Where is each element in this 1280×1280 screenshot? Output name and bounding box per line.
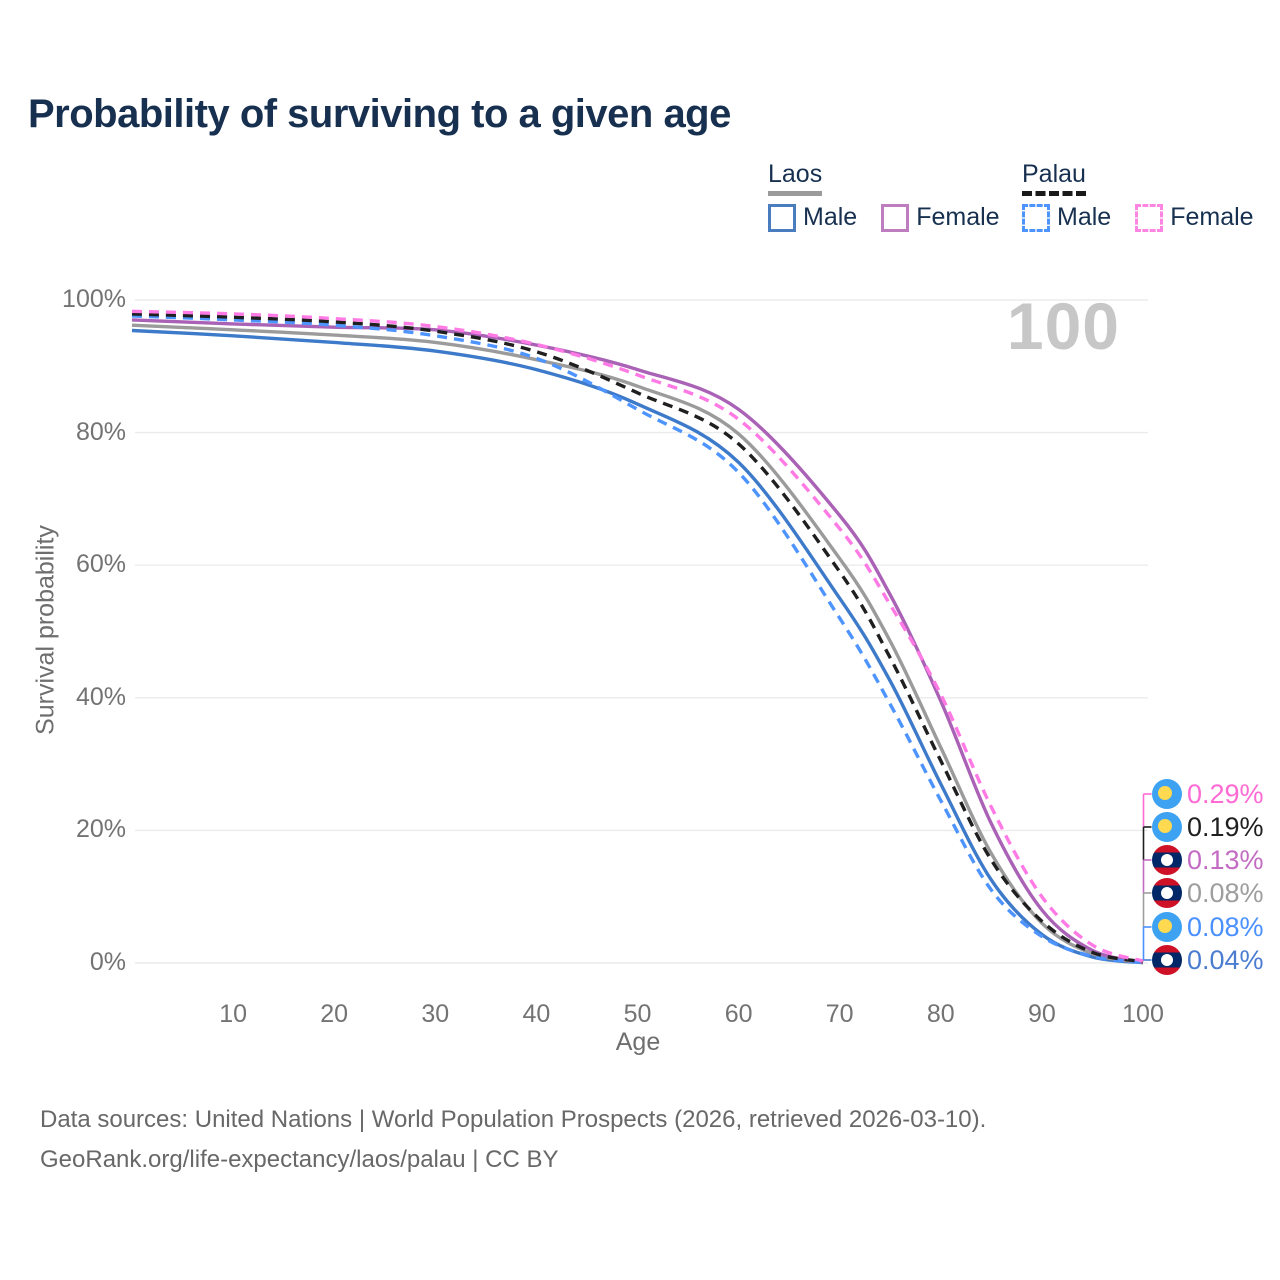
age-indicator-watermark: 100 xyxy=(1006,289,1120,363)
legend-item-palau-female[interactable]: Female xyxy=(1135,203,1254,232)
series-line-palau-female xyxy=(131,309,1144,963)
end-value-label: 0.04% xyxy=(1187,944,1264,975)
y-tick-label: 40% xyxy=(75,682,126,711)
series-end-label: 0.08% xyxy=(1152,910,1264,944)
x-axis-title: Age xyxy=(615,1028,661,1056)
data-sources-text: Data sources: United Nations | World Pop… xyxy=(40,1106,987,1133)
attribution-link-text[interactable]: GeoRank.org/life-expectancy/laos/palau |… xyxy=(40,1146,559,1173)
series-end-label: 0.13% xyxy=(1152,843,1264,877)
page-title: Probability of surviving to a given age xyxy=(28,92,731,136)
laos-male-swatch-icon xyxy=(768,203,796,232)
y-axis-title: Survival probability xyxy=(31,525,60,735)
legend-item-label: Female xyxy=(916,203,1000,231)
series-line-laos xyxy=(131,323,1144,965)
x-tick-label: 40 xyxy=(522,1000,551,1028)
y-tick-label: 20% xyxy=(75,815,126,844)
series-end-label: 0.29% xyxy=(1152,777,1264,811)
x-tick-label: 50 xyxy=(623,1000,652,1028)
palau-male-swatch-icon xyxy=(1022,203,1050,232)
x-tick-label: 30 xyxy=(421,1000,450,1028)
legend-item-laos-male[interactable]: Male xyxy=(768,203,857,232)
laos-flag-icon xyxy=(1152,878,1182,908)
end-value-label: 0.08% xyxy=(1187,877,1264,908)
x-tick-label: 20 xyxy=(320,1000,349,1028)
laos-female-swatch-icon xyxy=(881,203,910,232)
legend-item-label: Female xyxy=(1170,203,1254,231)
series-end-label: 0.08% xyxy=(1152,876,1264,910)
laos-flag-icon xyxy=(1152,845,1182,875)
end-value-label: 0.13% xyxy=(1187,844,1264,875)
legend-item-palau-male[interactable]: Male xyxy=(1022,203,1111,232)
y-tick-label: 60% xyxy=(75,550,126,579)
series-end-label: 0.19% xyxy=(1152,810,1264,844)
legend-group-palau-label: Palau xyxy=(1022,160,1086,188)
x-tick-label: 80 xyxy=(926,1000,955,1028)
x-tick-label: 10 xyxy=(219,1000,247,1028)
series-line-palau xyxy=(131,312,1144,964)
palau-flag-icon xyxy=(1152,779,1182,809)
palau-female-swatch-icon xyxy=(1135,203,1164,232)
legend-item-label: Male xyxy=(803,203,858,231)
x-tick-label: 60 xyxy=(724,1000,753,1028)
legend-group-laos-label: Laos xyxy=(768,160,823,188)
x-tick-label: 100 xyxy=(1122,1000,1164,1028)
legend-item-laos-female[interactable]: Female xyxy=(881,203,1000,232)
end-value-label: 0.19% xyxy=(1187,811,1264,842)
y-tick-label: 0% xyxy=(89,948,126,976)
laos-flag-icon xyxy=(1152,945,1182,975)
x-tick-label: 70 xyxy=(825,1000,854,1028)
series-line-palau-male xyxy=(131,314,1144,965)
series-end-label: 0.04% xyxy=(1152,943,1264,977)
y-tick-label: 100% xyxy=(62,285,126,313)
series-line-laos-female xyxy=(131,318,1144,964)
legend-item-label: Male xyxy=(1057,203,1112,231)
y-tick-label: 80% xyxy=(75,417,126,446)
palau-line-sample xyxy=(1022,191,1086,196)
palau-flag-icon xyxy=(1152,812,1182,842)
end-value-label: 0.08% xyxy=(1187,911,1264,942)
x-tick-label: 90 xyxy=(1027,1000,1056,1028)
end-value-label: 0.29% xyxy=(1187,778,1264,809)
series-line-laos-male xyxy=(131,328,1144,965)
chart-legend: Laos Male Female Palau Male Female xyxy=(0,0,1280,250)
laos-line-sample xyxy=(768,191,822,196)
palau-flag-icon xyxy=(1152,912,1182,942)
